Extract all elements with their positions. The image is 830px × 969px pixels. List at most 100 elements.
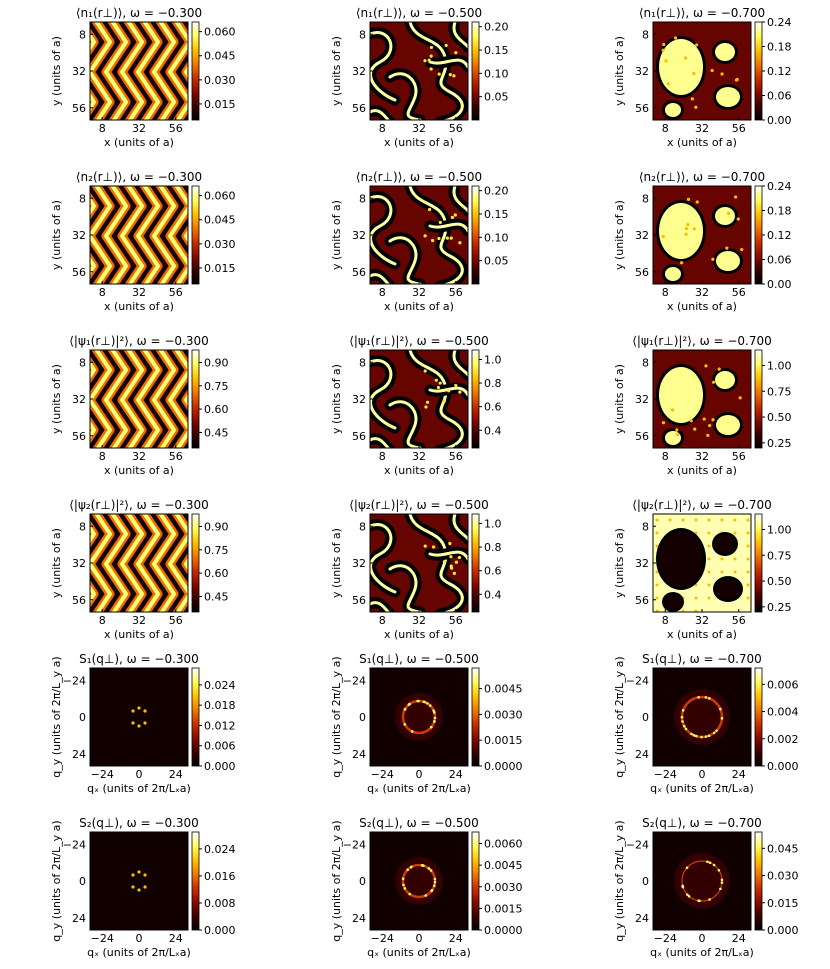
colorbar-tick-label: 0.20	[484, 185, 509, 198]
x-axis-label: qₓ (units of 2π/Lₓa)	[87, 946, 191, 959]
y-tick-label: 32	[72, 229, 86, 242]
colorbar	[191, 667, 200, 767]
y-tick-label: 56	[72, 102, 86, 115]
y-tick-label: 8	[359, 192, 366, 205]
colorbar-tick-label: 1.0	[484, 517, 502, 530]
y-tick-label: −24	[63, 674, 86, 687]
x-tick-label: 24	[732, 932, 746, 945]
colorbar-tick-label: 0.000	[204, 924, 236, 937]
panel-title: ⟨n₁(r⊥)⟩, ω = −0.500	[356, 6, 482, 20]
x-tick-label: 8	[662, 614, 669, 627]
colorbar-tick-label: 0.0045	[484, 683, 523, 696]
colorbar-tick-label: 0.045	[204, 214, 236, 227]
y-tick-label: 32	[72, 557, 86, 570]
y-axis-label: q_y (units of 2π/L_y a)	[50, 656, 63, 777]
x-tick-label: 56	[732, 450, 746, 463]
y-axis-label: y (units of a)	[613, 200, 626, 270]
x-tick-label: 56	[169, 450, 183, 463]
panel-title: S₂(q⊥), ω = −0.500	[359, 816, 479, 830]
x-tick-label: 56	[449, 614, 463, 627]
colorbar-tick-label: 0.4	[484, 424, 502, 437]
colorbar-tick-label: 0.18	[767, 41, 792, 54]
colorbar-tick-label: 0.25	[767, 437, 792, 450]
colorbar	[754, 185, 763, 285]
panel-title: ⟨n₁(r⊥)⟩, ω = −0.700	[639, 6, 765, 20]
y-tick-label: 56	[635, 594, 649, 607]
colorbar-tick-label: 0.45	[204, 426, 229, 439]
panel-title: ⟨n₁(r⊥)⟩, ω = −0.300	[76, 6, 202, 20]
y-tick-label: 8	[79, 192, 86, 205]
colorbar	[191, 831, 200, 931]
colorbar-tick-label: 1.00	[767, 359, 792, 372]
x-tick-label: 0	[416, 768, 423, 781]
colorbar-tick-label: 0.25	[767, 601, 792, 614]
panel-title: ⟨|ψ₂(r⊥)|²⟩, ω = −0.300	[69, 498, 209, 512]
x-tick-label: 32	[132, 614, 146, 627]
colorbar-tick-label: 0.0000	[484, 924, 523, 937]
x-tick-label: 24	[169, 932, 183, 945]
x-tick-label: 32	[132, 450, 146, 463]
colorbar-tick-label: 0.000	[204, 760, 236, 773]
y-tick-label: 0	[642, 875, 649, 888]
x-tick-label: 24	[449, 768, 463, 781]
y-tick-label: 24	[635, 912, 649, 925]
y-tick-label: 0	[359, 875, 366, 888]
x-tick-label: 8	[662, 122, 669, 135]
y-tick-label: 8	[359, 28, 366, 41]
y-tick-label: 0	[79, 875, 86, 888]
y-axis-label: y (units of a)	[613, 364, 626, 434]
panel-title: ⟨n₂(r⊥)⟩, ω = −0.300	[76, 170, 202, 184]
x-tick-label: 56	[732, 614, 746, 627]
x-tick-label: 0	[699, 932, 706, 945]
x-tick-label: 8	[379, 614, 386, 627]
panel-title: ⟨|ψ₂(r⊥)|²⟩, ω = −0.700	[632, 498, 772, 512]
colorbar-tick-label: 0.016	[204, 870, 236, 883]
x-axis-label: x (units of a)	[667, 628, 737, 641]
y-tick-label: 24	[352, 912, 366, 925]
colorbar	[191, 349, 200, 449]
colorbar-tick-label: 0.90	[204, 356, 229, 369]
x-axis-label: x (units of a)	[667, 136, 737, 149]
y-tick-label: −24	[343, 838, 366, 851]
colorbar	[471, 349, 480, 449]
colorbar-tick-label: 0.75	[204, 380, 229, 393]
colorbar-tick-label: 0.004	[767, 706, 799, 719]
x-axis-label: qₓ (units of 2π/Lₓa)	[650, 782, 754, 795]
y-tick-label: 24	[635, 748, 649, 761]
colorbar-tick-label: 0.060	[204, 26, 236, 39]
x-axis-label: qₓ (units of 2π/Lₓa)	[650, 946, 754, 959]
x-tick-label: 8	[662, 286, 669, 299]
panel-title: ⟨|ψ₂(r⊥)|²⟩, ω = −0.500	[349, 498, 489, 512]
colorbar-tick-label: 0.15	[484, 208, 509, 221]
y-tick-label: 8	[642, 356, 649, 369]
y-axis-label: q_y (units of 2π/L_y a)	[330, 656, 343, 777]
panel-title: S₁(q⊥), ω = −0.500	[359, 652, 479, 666]
colorbar	[471, 667, 480, 767]
colorbar-tick-label: 0.030	[767, 870, 799, 883]
x-tick-label: 32	[412, 614, 426, 627]
y-tick-label: 56	[72, 430, 86, 443]
y-axis-label: q_y (units of 2π/L_y a)	[613, 820, 626, 941]
colorbar-tick-label: 0.0030	[484, 708, 523, 721]
colorbar-tick-label: 0.045	[767, 842, 799, 855]
y-tick-label: 8	[359, 520, 366, 533]
colorbar-tick-label: 0.75	[204, 544, 229, 557]
y-axis-label: y (units of a)	[613, 36, 626, 106]
colorbar-tick-label: 0.20	[484, 21, 509, 34]
x-axis-label: x (units of a)	[104, 136, 174, 149]
y-axis-label: y (units of a)	[50, 364, 63, 434]
x-tick-label: 8	[379, 286, 386, 299]
y-tick-label: 8	[642, 192, 649, 205]
colorbar-tick-label: 0.0015	[484, 902, 523, 915]
y-axis-label: y (units of a)	[50, 200, 63, 270]
colorbar-tick-label: 0.006	[767, 678, 799, 691]
y-tick-label: 56	[352, 102, 366, 115]
x-axis-label: x (units of a)	[384, 300, 454, 313]
y-tick-label: 0	[359, 711, 366, 724]
